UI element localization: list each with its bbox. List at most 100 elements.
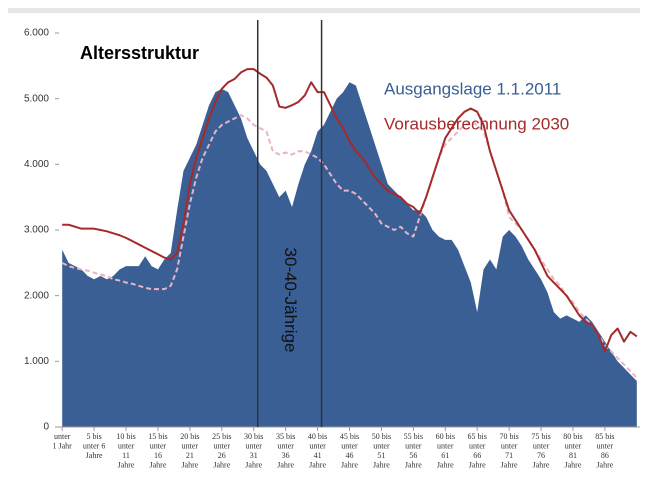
x-tick-label-line: unter bbox=[277, 441, 294, 450]
x-tick-label-line: Jahre bbox=[565, 460, 582, 469]
x-tick-label: 80 bis unter 81 Jahre bbox=[563, 432, 582, 470]
x-tick-label-line: unter bbox=[437, 441, 454, 450]
x-tick-label-line: 51 bbox=[377, 451, 385, 460]
x-tick-label-line: unter bbox=[469, 441, 486, 450]
x-tick-label-line: 81 bbox=[569, 451, 577, 460]
x-tick-label-line: unter bbox=[118, 441, 135, 450]
x-tick-label-line: Jahre bbox=[596, 460, 613, 469]
x-tick-label-line: Jahre bbox=[341, 460, 358, 469]
x-tick-label: 60 bis unter 61 Jahre bbox=[436, 432, 455, 470]
line bbox=[62, 68, 638, 353]
y-tick-label: 1.000 bbox=[24, 356, 49, 367]
x-tick-label-line: 35 bis bbox=[276, 432, 295, 441]
x-tick-label-line: Jahre bbox=[501, 460, 518, 469]
x-tick-label-line: Jahre bbox=[118, 460, 135, 469]
y-tick-label: 4.000 bbox=[24, 159, 49, 170]
x-tick-label-line: 65 bis bbox=[468, 432, 487, 441]
x-tick-label-line: Jahre bbox=[469, 460, 486, 469]
x-tick-label: 55 bis unter 56 Jahre bbox=[404, 432, 423, 470]
x-tick-label-line: 60 bis bbox=[436, 432, 455, 441]
x-tick-label: 15 bis unter 16 Jahre bbox=[148, 432, 167, 470]
x-tick-label-line: Jahre bbox=[245, 460, 262, 469]
x-tick-label-line: Jahre bbox=[181, 460, 198, 469]
x-tick-label-line: Jahre bbox=[405, 460, 422, 469]
x-tick-label: unter 1 Jahr bbox=[53, 432, 73, 451]
x-tick-label-line: Jahre bbox=[533, 460, 550, 469]
x-tick-label-line: unter bbox=[373, 441, 390, 450]
x-tick-label-line: unter bbox=[565, 441, 582, 450]
x-tick-label-line: 45 bis bbox=[340, 432, 359, 441]
x-tick-label-line: 61 bbox=[441, 451, 449, 460]
chart-title: Altersstruktur bbox=[80, 43, 199, 63]
x-tick-label-line: unter bbox=[150, 441, 167, 450]
y-tick-label: 5.000 bbox=[24, 93, 49, 104]
x-tick-label-line: 36 bbox=[282, 451, 290, 460]
x-tick-label: 65 bis unter 66 Jahre bbox=[468, 432, 487, 470]
x-tick-label-line: 16 bbox=[154, 451, 162, 460]
x-tick-label-line: Jahre bbox=[86, 451, 103, 460]
x-tick-label-line: 41 bbox=[314, 451, 322, 460]
x-tick-label-line: Jahre bbox=[309, 460, 326, 469]
x-tick-label-line: 25 bis bbox=[212, 432, 231, 441]
x-tick-label-line: unter bbox=[246, 441, 263, 450]
x-tick-label-line: 71 bbox=[505, 451, 513, 460]
x-tick-label-line: 40 bis bbox=[308, 432, 327, 441]
x-tick-label-line: 86 bbox=[601, 451, 609, 460]
x-tick-label-line: 5 bis bbox=[86, 432, 101, 441]
x-tick-label: 35 bis unter 36 Jahre bbox=[276, 432, 295, 470]
x-tick-label-line: unter bbox=[501, 441, 518, 450]
x-tick-label: 70 bis unter 71 Jahre bbox=[499, 432, 518, 470]
x-tick-label: 75 bis unter 76 Jahre bbox=[531, 432, 550, 470]
x-tick-label-line: 70 bis bbox=[499, 432, 518, 441]
x-tick-label-line: 21 bbox=[186, 451, 194, 460]
x-tick-label-line: Jahre bbox=[437, 460, 454, 469]
y-tick-label: 3.000 bbox=[24, 225, 49, 236]
x-tick-label-line: 30 bis bbox=[244, 432, 263, 441]
x-tick-label-line: 80 bis bbox=[563, 432, 582, 441]
x-tick-label-line: unter bbox=[405, 441, 422, 450]
x-tick-label: 10 bis unter 11 Jahre bbox=[116, 432, 135, 470]
x-tick-label: 30 bis unter 31 Jahre bbox=[244, 432, 263, 470]
y-tick-label: 6.000 bbox=[24, 28, 49, 39]
x-tick-label-line: unter bbox=[309, 441, 326, 450]
x-tick-label-line: Jahre bbox=[373, 460, 390, 469]
x-tick-label-line: 76 bbox=[537, 451, 545, 460]
x-tick-label-line: 1 Jahr bbox=[53, 441, 73, 450]
x-tick-label-line: unter bbox=[182, 441, 199, 450]
area bbox=[62, 82, 637, 427]
dashed-line bbox=[61, 114, 638, 379]
x-tick-label: 40 bis unter 41 Jahre bbox=[308, 432, 327, 470]
x-tick-label-line: 50 bis bbox=[372, 432, 391, 441]
x-tick-label: 85 bis unter 86 Jahre bbox=[595, 432, 614, 470]
legend-entry: Vorausberechnung 2030 bbox=[384, 114, 569, 133]
x-tick-label-line: 56 bbox=[409, 451, 417, 460]
x-tick-label-line: 66 bbox=[473, 451, 481, 460]
x-tick-label-line: unter bbox=[341, 441, 358, 450]
x-tick-label: 20 bis unter 21 Jahre bbox=[180, 432, 199, 470]
x-tick-label-line: 46 bbox=[346, 451, 354, 460]
x-tick-label-line: unter bbox=[54, 432, 71, 441]
y-tick-label: 0 bbox=[43, 422, 49, 433]
x-tick-label-line: Jahre bbox=[213, 460, 230, 469]
x-tick-label-line: 10 bis bbox=[116, 432, 135, 441]
top-band bbox=[8, 8, 640, 13]
x-tick-label: 45 bis unter 46 Jahre bbox=[340, 432, 359, 470]
x-tick-label-line: 20 bis bbox=[180, 432, 199, 441]
x-tick-label-line: 85 bis bbox=[595, 432, 614, 441]
x-tick-label-line: 31 bbox=[250, 451, 258, 460]
x-tick-label-line: 11 bbox=[122, 451, 130, 460]
x-tick-label-line: unter bbox=[533, 441, 550, 450]
x-tick-label: 50 bis unter 51 Jahre bbox=[372, 432, 391, 470]
x-tick-label-line: unter 6 bbox=[83, 441, 105, 450]
legend-entry: Ausgangslage 1.1.2011 bbox=[384, 79, 561, 98]
y-tick-label: 2.000 bbox=[24, 290, 49, 301]
annotation: 30-40-Jährige bbox=[281, 248, 300, 353]
x-tick-label-line: 75 bis bbox=[531, 432, 550, 441]
x-tick-label: 25 bis unter 26 Jahre bbox=[212, 432, 231, 470]
x-tick-label-line: 55 bis bbox=[404, 432, 423, 441]
x-tick-label-line: Jahre bbox=[150, 460, 167, 469]
x-tick-label-line: unter bbox=[214, 441, 231, 450]
x-tick-label-line: 15 bis bbox=[148, 432, 167, 441]
x-tick-label-line: Jahre bbox=[277, 460, 294, 469]
